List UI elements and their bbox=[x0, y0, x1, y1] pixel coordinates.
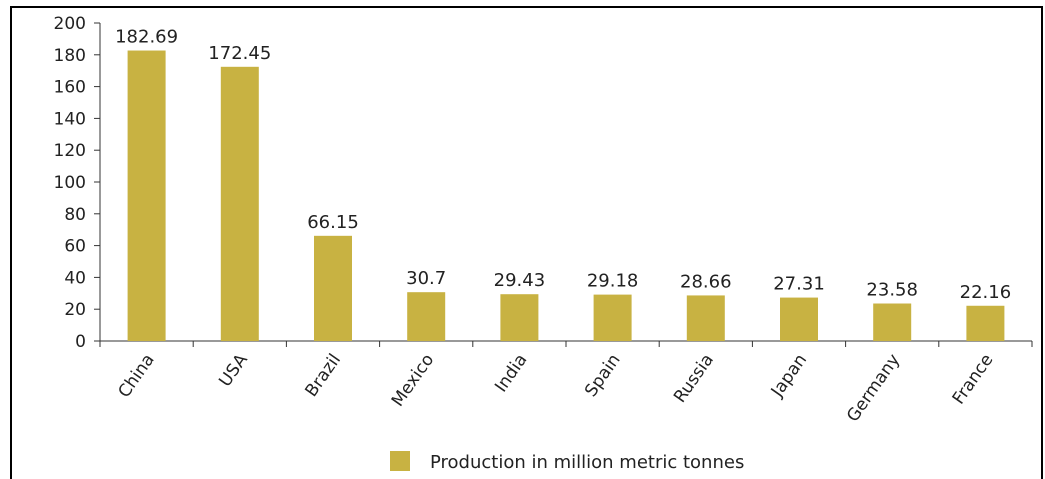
y-tick-label: 160 bbox=[54, 78, 86, 98]
category-label-japan: Japan bbox=[767, 350, 811, 401]
y-tick-group: 0 20 40 60 80 100 120 140 160 180 200 bbox=[54, 14, 1033, 352]
data-label-usa: 172.45 bbox=[208, 43, 271, 64]
data-label-group: 182.69 172.45 66.15 30.7 29.43 29.18 28.66 27.3… bbox=[115, 27, 1011, 303]
bar-mexico bbox=[407, 292, 446, 341]
bar-brazil bbox=[314, 235, 352, 341]
category-label-india: India bbox=[491, 350, 531, 396]
legend-swatch bbox=[390, 451, 410, 471]
category-label-france: France bbox=[949, 350, 998, 408]
category-label-usa: USA bbox=[215, 350, 252, 391]
y-tick-label: 200 bbox=[54, 14, 86, 34]
category-label-mexico: Mexico bbox=[388, 350, 438, 410]
data-label-brazil: 66.15 bbox=[307, 212, 359, 233]
y-tick-label: 180 bbox=[54, 46, 86, 66]
bar-india bbox=[500, 294, 539, 341]
data-label-russia: 28.66 bbox=[680, 271, 732, 292]
data-label-japan: 27.31 bbox=[773, 274, 825, 295]
category-label-germany: Germany bbox=[843, 350, 904, 425]
category-label-brazil: Brazil bbox=[301, 350, 345, 400]
category-label-russia: Russia bbox=[670, 350, 718, 406]
legend-label: Production in million metric tonnes bbox=[430, 452, 744, 473]
bar-japan bbox=[780, 297, 818, 341]
bar-china bbox=[127, 50, 166, 342]
bar-germany bbox=[873, 303, 912, 341]
bar-france bbox=[966, 305, 1005, 341]
category-label-spain: Spain bbox=[581, 350, 625, 400]
data-label-france: 22.16 bbox=[960, 282, 1012, 303]
bar-group bbox=[127, 50, 1005, 342]
data-label-mexico: 30.7 bbox=[406, 268, 446, 289]
data-label-germany: 23.58 bbox=[866, 280, 918, 301]
y-tick-label: 0 bbox=[75, 332, 86, 352]
y-tick-label: 100 bbox=[54, 173, 86, 193]
bar-usa bbox=[220, 66, 259, 341]
data-label-china: 182.69 bbox=[115, 27, 178, 48]
bar-russia bbox=[686, 295, 725, 341]
chart-frame bbox=[10, 6, 1043, 479]
category-label-group: China USA Brazil Mexico India Spain Russia Japa… bbox=[114, 350, 997, 426]
y-tick-label: 80 bbox=[64, 205, 86, 225]
category-label-china: China bbox=[114, 350, 158, 401]
y-tick-label: 120 bbox=[54, 141, 86, 161]
y-tick-label: 140 bbox=[54, 109, 86, 129]
y-tick-label: 40 bbox=[64, 268, 86, 288]
y-tick-label: 60 bbox=[64, 237, 86, 257]
legend: Production in million metric tonnes bbox=[390, 451, 744, 473]
y-tick-label: 20 bbox=[64, 300, 86, 320]
data-label-india: 29.43 bbox=[494, 270, 546, 291]
data-label-spain: 29.18 bbox=[587, 271, 639, 292]
bar-spain bbox=[593, 294, 632, 341]
